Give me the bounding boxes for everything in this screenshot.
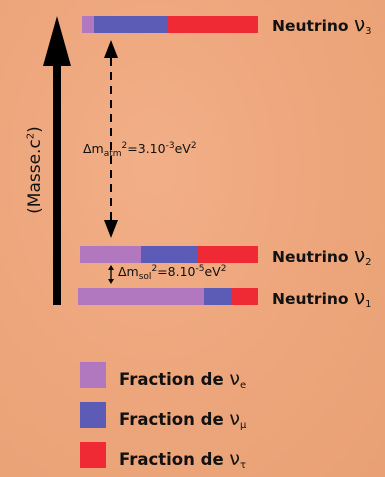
neutrino-2-bar (80, 246, 258, 263)
neutrino-3-bar (82, 16, 258, 33)
mass-axis-shaft (53, 60, 61, 305)
nu-e-segment (78, 288, 204, 305)
neutrino-2-label: Neutrino ν2 (272, 243, 372, 268)
neutrino-1-label: Neutrino ν1 (272, 285, 372, 310)
nu-tau-segment (168, 16, 258, 33)
legend-label-nu-tau: Fraction de ντ (119, 448, 247, 471)
nu-e-segment (80, 246, 141, 263)
nu-mu-segment (140, 246, 198, 263)
neutrino-3-label: Neutrino ν3 (272, 12, 372, 37)
legend-swatch-nu-mu (80, 402, 106, 428)
sol-arrowhead-down (108, 279, 114, 284)
atm-arrowhead-up (104, 40, 118, 58)
sol-mass-splitting-label: Δmsol2=8.10-5eV2 (118, 264, 227, 282)
mass-axis-label: (Masse.c2) (25, 126, 45, 214)
atm-arrowhead-down (104, 220, 118, 238)
neutrino-1-bar (78, 288, 258, 305)
nu-e-segment (82, 16, 95, 33)
atm-mass-splitting-label: Δmatm2=3.10-3eV2 (83, 141, 197, 159)
legend-swatch-nu-tau (80, 442, 106, 468)
legend-swatch-nu-e (80, 362, 106, 388)
sol-arrowhead-up (108, 265, 114, 270)
mass-axis-arrowhead (43, 16, 71, 66)
legend-label-nu-e: Fraction de νe (119, 368, 247, 391)
nu-mu-segment (204, 288, 231, 305)
nu-tau-segment (231, 288, 258, 305)
nu-mu-segment (94, 16, 169, 33)
legend-label-nu-mu: Fraction de νμ (119, 408, 247, 431)
nu-tau-segment (197, 246, 258, 263)
